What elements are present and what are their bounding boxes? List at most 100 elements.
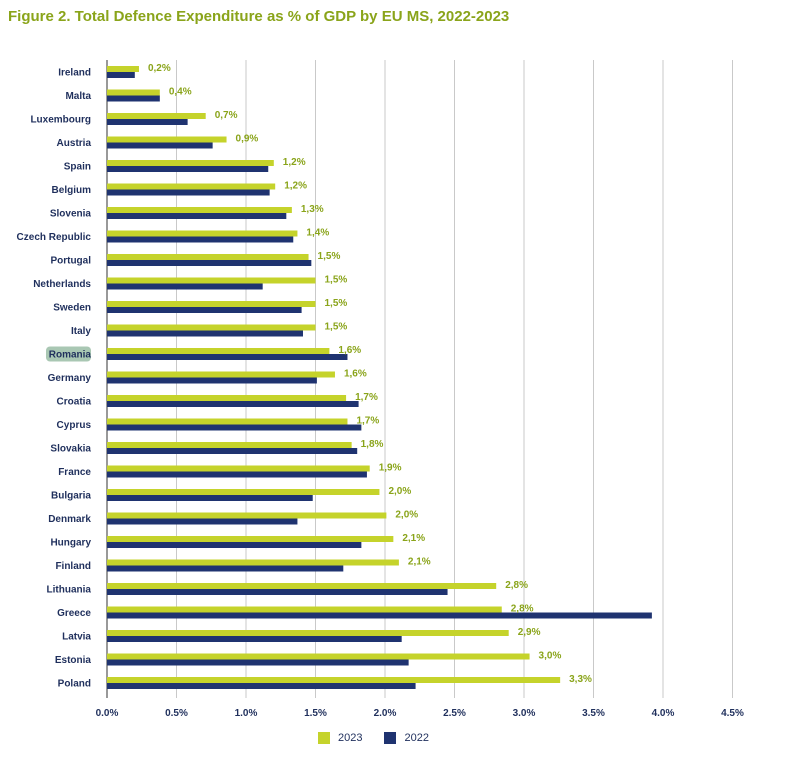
bar-2022: [107, 448, 358, 454]
bar-2023: [107, 418, 348, 425]
bar-chart: 0.0% 0.5% 1.0% 1.5% 2.0% 2.5% 3.0% 3.5% 4.0% 4.5%…: [17, 60, 744, 719]
bar-2023: [107, 583, 497, 589]
bar-2023: [107, 465, 370, 472]
legend-swatch-2023: [318, 732, 330, 744]
legend-swatch-2022: [384, 732, 397, 744]
bar-2023: [107, 277, 316, 284]
x-tick-label: 0.0%: [96, 708, 119, 719]
bar-2023: [107, 136, 227, 143]
category-label: Sweden: [53, 303, 91, 314]
bar-2022: [107, 283, 263, 290]
bar-2022: [107, 330, 303, 337]
bar-2023: [107, 630, 509, 636]
bar-2022: [107, 236, 294, 243]
data-label-2023: 1,2%: [283, 157, 306, 168]
category-label: Slovakia: [50, 444, 91, 455]
bar-2022: [107, 683, 416, 689]
bar-2023: [107, 89, 160, 96]
data-label-2023: 1,5%: [318, 251, 341, 262]
bar-2022: [107, 72, 135, 78]
data-label-2023: 3,0%: [539, 651, 562, 662]
bar-2022: [107, 95, 160, 102]
bar-2023: [107, 653, 530, 660]
x-tick-label: 3.0%: [513, 708, 536, 719]
bar-2022: [107, 518, 298, 525]
data-label-2023: 2,9%: [518, 627, 541, 638]
data-label-2023: 1,5%: [325, 322, 348, 333]
category-label: France: [58, 467, 91, 478]
data-label-2023: 1,8%: [361, 439, 384, 450]
category-label: Cyprus: [57, 420, 92, 431]
data-label-2023: 0,7%: [215, 110, 238, 121]
data-label-2023: 1,6%: [338, 345, 361, 356]
data-label-2023: 0,9%: [236, 134, 259, 145]
data-label-2023: 2,1%: [402, 533, 425, 544]
bar-2023: [107, 512, 387, 519]
data-label-2023: 0,4%: [169, 87, 192, 98]
data-label-2023: 1,2%: [284, 181, 307, 192]
category-label: Spain: [64, 162, 91, 173]
category-label: Estonia: [55, 655, 92, 666]
bar-2022: [107, 260, 312, 266]
bar-2022: [107, 401, 359, 407]
bar-2022: [107, 119, 188, 125]
category-label: Austria: [57, 138, 92, 149]
category-label: Netherlands: [33, 279, 91, 290]
category-label: Italy: [71, 326, 91, 337]
bar-2023: [107, 442, 352, 448]
bar-2023: [107, 371, 335, 378]
category-label: Bulgaria: [51, 491, 91, 502]
bar-2022: [107, 542, 362, 548]
bar-2023: [107, 606, 502, 613]
category-label: Poland: [58, 679, 91, 690]
data-label-2023: 2,8%: [505, 580, 528, 591]
bar-2023: [107, 536, 394, 542]
data-label-2023: 2,0%: [395, 510, 418, 521]
bar-2023: [107, 324, 316, 331]
bar-2022: [107, 565, 344, 572]
bar-2022: [107, 589, 448, 595]
category-label: Germany: [48, 373, 92, 384]
legend-item-2022: 2022: [384, 732, 429, 744]
bar-2022: [107, 142, 213, 149]
category-label: Slovenia: [50, 209, 92, 220]
category-label: Hungary: [50, 538, 91, 549]
bar-2023: [107, 207, 292, 213]
bar-2023: [107, 160, 274, 166]
chart-legend: 2023 2022: [318, 732, 451, 744]
bar-2022: [107, 354, 348, 360]
bar-2023: [107, 559, 399, 566]
bar-2022: [107, 166, 269, 172]
bar-2023: [107, 113, 206, 119]
data-label-2023: 1,9%: [379, 463, 402, 474]
bar-2023: [107, 254, 309, 260]
bar-2023: [107, 230, 298, 237]
data-label-2023: 1,5%: [325, 298, 348, 309]
category-label: Lithuania: [47, 585, 92, 596]
data-label-2023: 3,3%: [569, 674, 592, 685]
category-label: Ireland: [58, 68, 91, 79]
category-label: Finland: [55, 561, 91, 572]
bar-2022: [107, 424, 362, 431]
category-label: Denmark: [48, 514, 91, 525]
category-label: Latvia: [62, 632, 91, 643]
category-label: Croatia: [57, 397, 92, 408]
x-tick-label: 1.0%: [235, 708, 258, 719]
data-label-2023: 1,6%: [344, 369, 367, 380]
x-tick-label: 2.0%: [374, 708, 397, 719]
bar-2022: [107, 307, 302, 313]
bar-2022: [107, 377, 317, 384]
bar-2022: [107, 495, 313, 501]
category-label: Portugal: [50, 256, 91, 267]
bar-2022: [107, 659, 409, 666]
category-label: Luxembourg: [30, 115, 91, 126]
bar-2023: [107, 348, 330, 354]
bar-2022: [107, 636, 402, 642]
bar-2023: [107, 183, 276, 190]
data-label-2023: 1,3%: [301, 204, 324, 215]
x-tick-label: 3.5%: [582, 708, 605, 719]
data-label-2023: 1,4%: [306, 228, 329, 239]
category-highlight: [46, 346, 91, 362]
data-label-2023: 1,7%: [355, 392, 378, 403]
category-label: Czech Republic: [17, 232, 92, 243]
